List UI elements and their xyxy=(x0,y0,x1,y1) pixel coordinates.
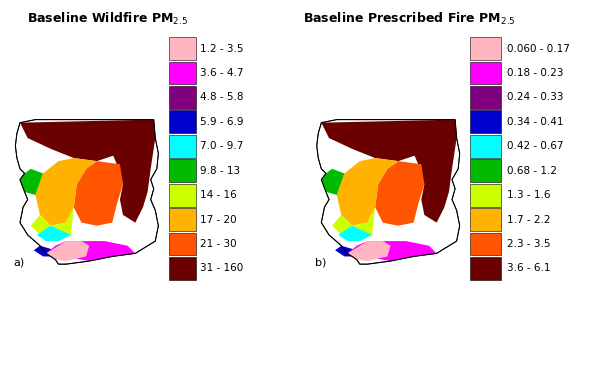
Text: Baseline Wildfire PM$_{2.5}$: Baseline Wildfire PM$_{2.5}$ xyxy=(27,11,188,27)
Polygon shape xyxy=(367,241,399,254)
Text: Baseline Prescribed Fire PM$_{2.5}$: Baseline Prescribed Fire PM$_{2.5}$ xyxy=(303,11,515,27)
Polygon shape xyxy=(375,161,424,226)
Polygon shape xyxy=(74,161,123,226)
Text: 14 - 16: 14 - 16 xyxy=(200,190,237,200)
Bar xyxy=(470,232,501,255)
Bar xyxy=(169,208,196,231)
Polygon shape xyxy=(46,241,135,261)
Text: 17 - 20: 17 - 20 xyxy=(200,215,237,225)
Bar xyxy=(169,135,196,158)
Bar xyxy=(470,159,501,182)
Polygon shape xyxy=(337,158,399,226)
Text: 4.8 - 5.8: 4.8 - 5.8 xyxy=(200,92,244,103)
Polygon shape xyxy=(15,120,159,264)
Polygon shape xyxy=(321,169,344,195)
Text: 0.060 - 0.17: 0.060 - 0.17 xyxy=(507,44,570,54)
Polygon shape xyxy=(35,158,97,226)
Bar xyxy=(470,110,501,133)
Polygon shape xyxy=(66,241,97,254)
Text: b): b) xyxy=(315,257,327,267)
Bar xyxy=(470,62,501,85)
Bar xyxy=(169,159,196,182)
Bar xyxy=(169,62,196,85)
Polygon shape xyxy=(37,226,71,241)
Polygon shape xyxy=(413,120,456,223)
Polygon shape xyxy=(20,120,154,161)
Text: 3.6 - 6.1: 3.6 - 6.1 xyxy=(507,263,550,273)
Bar xyxy=(470,37,501,60)
Text: 1.3 - 1.6: 1.3 - 1.6 xyxy=(507,190,550,200)
Polygon shape xyxy=(317,120,459,264)
Polygon shape xyxy=(338,226,372,241)
Bar xyxy=(470,184,501,207)
Text: 1.7 - 2.2: 1.7 - 2.2 xyxy=(507,215,550,225)
Text: 21 - 30: 21 - 30 xyxy=(200,239,237,249)
Text: 0.34 - 0.41: 0.34 - 0.41 xyxy=(507,117,563,127)
Bar xyxy=(169,37,196,60)
Text: 2.3 - 3.5: 2.3 - 3.5 xyxy=(507,239,550,249)
Text: 7.0 - 9.7: 7.0 - 9.7 xyxy=(200,141,244,151)
Polygon shape xyxy=(347,241,391,261)
Bar xyxy=(169,232,196,255)
Text: 9.8 - 13: 9.8 - 13 xyxy=(200,166,240,176)
Text: 31 - 160: 31 - 160 xyxy=(200,263,244,273)
Text: 1.2 - 3.5: 1.2 - 3.5 xyxy=(200,44,244,54)
Polygon shape xyxy=(335,246,367,256)
Polygon shape xyxy=(321,120,455,161)
Bar xyxy=(470,257,501,280)
Bar xyxy=(169,184,196,207)
Text: a): a) xyxy=(14,257,25,267)
Polygon shape xyxy=(31,207,74,241)
Text: 0.24 - 0.33: 0.24 - 0.33 xyxy=(507,92,563,103)
Bar xyxy=(470,86,501,109)
Text: 0.68 - 1.2: 0.68 - 1.2 xyxy=(507,166,557,176)
Bar xyxy=(169,257,196,280)
Bar xyxy=(470,135,501,158)
Polygon shape xyxy=(34,246,66,256)
Polygon shape xyxy=(112,120,156,223)
Polygon shape xyxy=(46,241,89,261)
Polygon shape xyxy=(332,207,375,241)
Bar xyxy=(169,86,196,109)
Text: 0.42 - 0.67: 0.42 - 0.67 xyxy=(507,141,563,151)
Bar xyxy=(470,208,501,231)
Text: 3.6 - 4.7: 3.6 - 4.7 xyxy=(200,68,244,78)
Polygon shape xyxy=(20,169,43,195)
Bar xyxy=(169,110,196,133)
Polygon shape xyxy=(347,241,437,261)
Text: 0.18 - 0.23: 0.18 - 0.23 xyxy=(507,68,563,78)
Text: 5.9 - 6.9: 5.9 - 6.9 xyxy=(200,117,244,127)
